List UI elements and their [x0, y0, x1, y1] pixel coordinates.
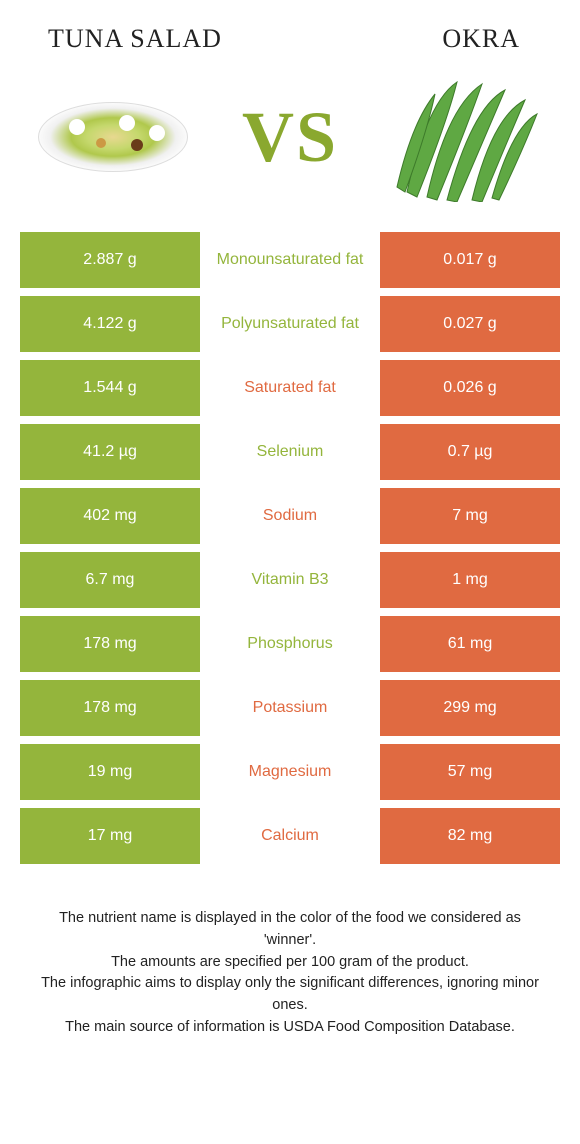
left-value-cell: 6.7 mg: [20, 552, 200, 608]
left-value-cell: 41.2 µg: [20, 424, 200, 480]
nutrient-label-cell: Polyunsaturated fat: [200, 296, 380, 352]
right-value-cell: 57 mg: [380, 744, 560, 800]
left-value-cell: 178 mg: [20, 680, 200, 736]
footer-notes: The nutrient name is displayed in the co…: [0, 872, 580, 1039]
table-row: 6.7 mgVitamin B31 mg: [20, 552, 560, 608]
okra-image: [382, 72, 552, 202]
nutrient-table: 2.887 gMonounsaturated fat0.017 g 4.122 g…: [20, 232, 560, 864]
header-row: TUNA SALAD OKRA: [0, 0, 580, 64]
right-value-cell: 0.017 g: [380, 232, 560, 288]
nutrient-label-cell: Calcium: [200, 808, 380, 864]
right-value-cell: 61 mg: [380, 616, 560, 672]
right-value-cell: 0.027 g: [380, 296, 560, 352]
right-value-cell: 1 mg: [380, 552, 560, 608]
right-value-cell: 82 mg: [380, 808, 560, 864]
nutrient-label-cell: Saturated fat: [200, 360, 380, 416]
table-row: 4.122 gPolyunsaturated fat0.027 g: [20, 296, 560, 352]
nutrient-label-cell: Sodium: [200, 488, 380, 544]
left-value-cell: 4.122 g: [20, 296, 200, 352]
tuna-salad-image: [28, 72, 198, 202]
table-row: 17 mgCalcium82 mg: [20, 808, 560, 864]
left-value-cell: 402 mg: [20, 488, 200, 544]
table-row: 178 mgPotassium299 mg: [20, 680, 560, 736]
nutrient-label-cell: Selenium: [200, 424, 380, 480]
table-row: 2.887 gMonounsaturated fat0.017 g: [20, 232, 560, 288]
right-value-cell: 7 mg: [380, 488, 560, 544]
nutrient-label-cell: Phosphorus: [200, 616, 380, 672]
left-value-cell: 19 mg: [20, 744, 200, 800]
footer-line: The amounts are specified per 100 gram o…: [32, 952, 548, 974]
right-value-cell: 0.026 g: [380, 360, 560, 416]
right-food-title: OKRA: [442, 24, 520, 54]
footer-line: The nutrient name is displayed in the co…: [32, 908, 548, 952]
left-food-title: TUNA SALAD: [48, 24, 222, 54]
footer-line: The infographic aims to display only the…: [32, 973, 548, 1017]
left-value-cell: 2.887 g: [20, 232, 200, 288]
nutrient-label-cell: Potassium: [200, 680, 380, 736]
nutrient-label-cell: Monounsaturated fat: [200, 232, 380, 288]
left-value-cell: 17 mg: [20, 808, 200, 864]
footer-line: The main source of information is USDA F…: [32, 1017, 548, 1039]
table-row: 1.544 gSaturated fat0.026 g: [20, 360, 560, 416]
table-row: 19 mgMagnesium57 mg: [20, 744, 560, 800]
right-value-cell: 299 mg: [380, 680, 560, 736]
table-row: 41.2 µgSelenium0.7 µg: [20, 424, 560, 480]
vs-label: VS: [242, 96, 338, 179]
comparison-image-row: VS: [0, 64, 580, 222]
left-value-cell: 1.544 g: [20, 360, 200, 416]
table-row: 402 mgSodium7 mg: [20, 488, 560, 544]
table-row: 178 mgPhosphorus61 mg: [20, 616, 560, 672]
right-value-cell: 0.7 µg: [380, 424, 560, 480]
nutrient-label-cell: Vitamin B3: [200, 552, 380, 608]
nutrient-label-cell: Magnesium: [200, 744, 380, 800]
left-value-cell: 178 mg: [20, 616, 200, 672]
